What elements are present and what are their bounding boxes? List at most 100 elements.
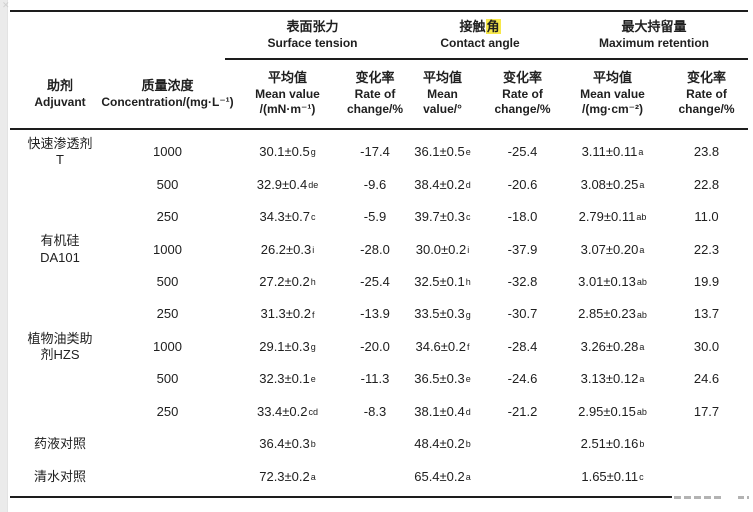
ca-rate-en1: Rate of bbox=[502, 86, 543, 101]
cell-surface-tension-mean: 26.2±0.3 i bbox=[260, 241, 315, 257]
cell-max-retention-rate: 17.7 bbox=[693, 403, 720, 419]
cell-contact-angle-rate: -28.4 bbox=[507, 338, 538, 354]
table-row: 500 32.9±0.4 de -9.6 38.4±0.2 d -20.6 3.08±0.25… bbox=[10, 169, 748, 201]
cell-contact-angle-mean: 32.5±0.1 h bbox=[414, 273, 471, 289]
cell-contact-angle-mean: 36.5±0.3 e bbox=[414, 371, 471, 387]
mr-mean-unit: /(mg·cm⁻²) bbox=[582, 102, 643, 117]
mr-rate-en1: Rate of bbox=[686, 86, 727, 101]
col-header-mr-mean: 平均值 Mean value /(mg·cm⁻²) bbox=[560, 60, 665, 128]
corner-artifact: ✕ bbox=[2, 0, 10, 10]
cell-surface-tension-mean: 33.4±0.2 cd bbox=[256, 403, 319, 419]
cell-concentration: 250 bbox=[156, 209, 179, 225]
table-body: 快速渗透剂 T 1000 30.1±0.5 g -17.4 36.1±0.5 e -25.4 3.… bbox=[10, 130, 748, 497]
ca-mean-unit: value/° bbox=[423, 102, 462, 117]
cell-max-retention-rate: 11.0 bbox=[694, 209, 719, 225]
cell-contact-angle-rate: -32.8 bbox=[507, 273, 538, 289]
cell-surface-tension-rate: -9.6 bbox=[363, 176, 387, 192]
cell-contact-angle-mean: 38.1±0.4 d bbox=[414, 403, 471, 419]
ca-mean-en1: Mean bbox=[427, 86, 458, 101]
cell-concentration: 250 bbox=[156, 403, 179, 419]
page-margin-strip bbox=[0, 0, 8, 512]
cell-max-retention-rate: 24.6 bbox=[693, 371, 720, 387]
table-header: 表面张力 Surface tension 接触角 Contact angle 最… bbox=[10, 10, 748, 130]
data-table: 表面张力 Surface tension 接触角 Contact angle 最… bbox=[10, 10, 748, 497]
watermark-dashes bbox=[674, 496, 722, 499]
cell-adjuvant: 清水对照 bbox=[33, 468, 86, 484]
cell-surface-tension-mean: 72.3±0.2 a bbox=[259, 468, 316, 484]
ca-rate-zh: 变化率 bbox=[502, 69, 542, 85]
table-row: 250 34.3±0.7 c -5.9 39.7±0.3 c -18.0 2.79±0.11 a… bbox=[10, 201, 748, 233]
concentration-en: Concentration/(mg·L⁻¹) bbox=[101, 94, 234, 109]
cell-surface-tension-rate: -8.3 bbox=[363, 403, 387, 419]
cell-adjuvant: 有机硅 DA101 bbox=[40, 233, 80, 265]
col-header-adjuvant: 助剂 Adjuvant bbox=[10, 60, 110, 128]
cell-max-retention-rate: 19.9 bbox=[693, 273, 720, 289]
cell-surface-tension-rate: -20.0 bbox=[360, 338, 390, 354]
mr-rate-zh: 变化率 bbox=[686, 69, 726, 85]
cell-contact-angle-mean: 65.4±0.2 a bbox=[414, 468, 471, 484]
cell-max-retention-mean: 1.65±0.11 c bbox=[581, 468, 644, 484]
cell-max-retention-rate: 22.8 bbox=[693, 176, 720, 192]
cell-max-retention-rate: 13.7 bbox=[693, 306, 720, 322]
st-rate-zh: 变化率 bbox=[355, 69, 395, 85]
group-contact-angle-en: Contact angle bbox=[440, 35, 520, 50]
cell-surface-tension-mean: 32.3±0.1 e bbox=[259, 371, 316, 387]
cell-surface-tension-rate: -11.3 bbox=[360, 371, 390, 387]
cell-contact-angle-mean: 36.1±0.5 e bbox=[414, 144, 471, 160]
col-header-mr-rate: 变化率 Rate of change/% bbox=[665, 60, 748, 128]
cell-max-retention-mean: 3.26±0.28 a bbox=[580, 338, 645, 354]
cell-surface-tension-mean: 36.4±0.3 b bbox=[259, 436, 316, 452]
cell-surface-tension-mean: 27.2±0.2 h bbox=[259, 273, 316, 289]
table-bottom-rule bbox=[10, 496, 672, 498]
cell-contact-angle-mean: 33.5±0.3 g bbox=[414, 306, 471, 322]
st-mean-zh: 平均值 bbox=[267, 69, 307, 85]
st-rate-en1: Rate of bbox=[354, 86, 396, 101]
cell-contact-angle-mean: 34.6±0.2 f bbox=[415, 338, 470, 354]
group-header-contact-angle: 接触角 Contact angle bbox=[400, 12, 560, 60]
mr-mean-zh: 平均值 bbox=[592, 69, 632, 85]
cell-concentration: 250 bbox=[156, 306, 179, 322]
cell-surface-tension-rate: -25.4 bbox=[360, 273, 390, 289]
group-max-retention-en: Maximum retention bbox=[598, 35, 709, 50]
adjuvant-zh: 助剂 bbox=[46, 77, 73, 93]
cell-contact-angle-mean: 38.4±0.2 d bbox=[414, 176, 471, 192]
cell-concentration: 1000 bbox=[153, 338, 182, 354]
cell-concentration: 500 bbox=[156, 371, 179, 387]
cell-contact-angle-rate: -21.2 bbox=[507, 403, 538, 419]
cell-contact-angle-rate: -25.4 bbox=[507, 144, 538, 160]
cell-max-retention-rate: 22.3 bbox=[693, 241, 720, 257]
col-header-st-rate: 变化率 Rate of change/% bbox=[347, 60, 403, 128]
cell-max-retention-mean: 2.85±0.23 ab bbox=[578, 306, 647, 322]
cell-concentration: 1000 bbox=[153, 144, 182, 160]
cell-max-retention-mean: 3.07±0.20 a bbox=[580, 241, 645, 257]
table-row: 有机硅 DA101 1000 26.2±0.3 i -28.0 30.0±0.2 i -37.9… bbox=[10, 233, 748, 266]
group-header-max-retention: 最大持留量 Maximum retention bbox=[560, 12, 748, 60]
cell-contact-angle-rate: -20.6 bbox=[507, 176, 538, 192]
table-row: 500 32.3±0.1 e -11.3 36.5±0.3 e -24.6 3.13±0.12… bbox=[10, 363, 748, 395]
cell-max-retention-mean: 2.51±0.16 b bbox=[580, 436, 645, 452]
cell-surface-tension-rate: -17.4 bbox=[360, 144, 390, 160]
cell-adjuvant: 快速渗透剂 T bbox=[27, 136, 93, 168]
watermark-dash-1 bbox=[738, 496, 744, 499]
cell-concentration: 500 bbox=[156, 176, 179, 192]
st-mean-unit: /(mN·m⁻¹) bbox=[259, 102, 316, 117]
cell-concentration: 500 bbox=[156, 273, 179, 289]
cell-max-retention-mean: 3.01±0.13 ab bbox=[578, 273, 647, 289]
cell-max-retention-mean: 3.08±0.25 a bbox=[580, 176, 645, 192]
col-header-ca-rate: 变化率 Rate of change/% bbox=[485, 60, 560, 128]
mr-mean-en1: Mean value bbox=[580, 86, 645, 101]
cell-max-retention-mean: 3.13±0.12 a bbox=[580, 371, 645, 387]
concentration-zh: 质量浓度 bbox=[141, 77, 194, 93]
cell-max-retention-rate: 23.8 bbox=[693, 144, 720, 160]
table-row: 快速渗透剂 T 1000 30.1±0.5 g -17.4 36.1±0.5 e -25.4 3.… bbox=[10, 136, 748, 169]
header-blank-cell bbox=[10, 12, 225, 60]
contact-angle-zh-prefix: 接触 bbox=[459, 18, 486, 34]
col-header-st-mean: 平均值 Mean value /(mN·m⁻¹) bbox=[225, 60, 350, 128]
mr-rate-unit: change/% bbox=[678, 102, 735, 117]
cell-max-retention-mean: 3.11±0.11 a bbox=[581, 144, 644, 160]
search-highlight: 角 bbox=[485, 18, 501, 34]
cell-contact-angle-mean: 30.0±0.2 i bbox=[415, 241, 470, 257]
cell-surface-tension-mean: 34.3±0.7 c bbox=[259, 209, 316, 225]
col-header-ca-mean: 平均值 Mean value/° bbox=[400, 60, 485, 128]
cell-max-retention-mean: 2.95±0.15 ab bbox=[578, 403, 647, 419]
